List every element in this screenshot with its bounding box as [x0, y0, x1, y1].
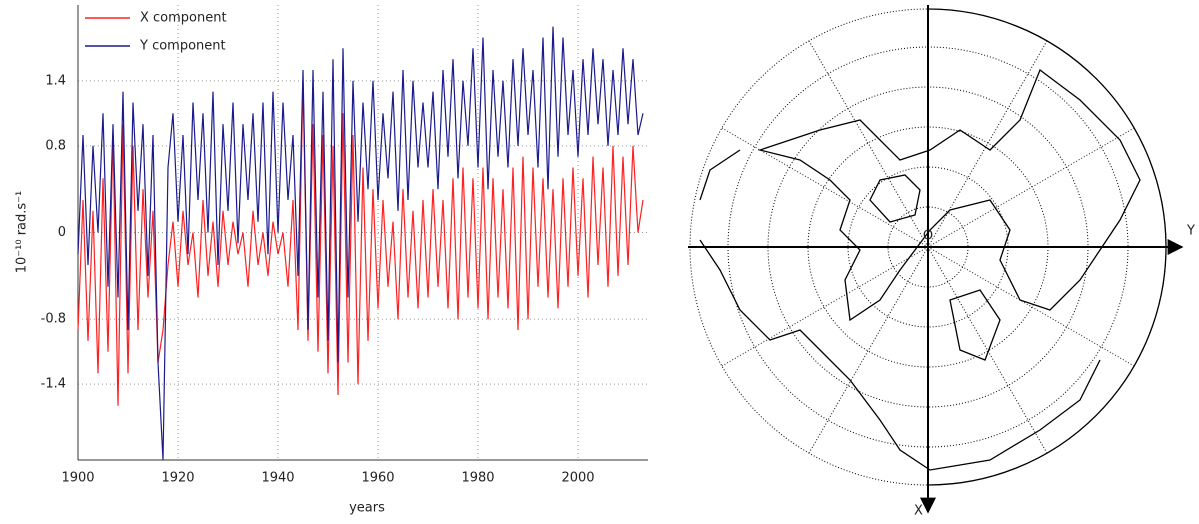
x-tick-label: 1900	[61, 471, 94, 486]
x-tick-label: 1980	[461, 471, 494, 486]
map-origin-label: O	[923, 229, 933, 244]
data-line	[77, 80, 644, 406]
map	[688, 5, 1184, 514]
meridian	[927, 246, 1135, 367]
x-axis-label: years	[349, 501, 385, 516]
meridian	[927, 127, 1135, 248]
x-tick-label: 1920	[161, 471, 194, 486]
y-axis-label: 10⁻¹⁰ rad.s⁻¹	[15, 191, 30, 274]
map-x-label: X	[914, 504, 923, 519]
meridian	[808, 246, 929, 454]
meridian	[721, 246, 929, 367]
legend-label: X component	[140, 11, 227, 26]
x-tick-label: 1940	[261, 471, 294, 486]
data-line	[77, 26, 644, 461]
map-y-label: Y	[1186, 224, 1195, 239]
meridian	[927, 246, 1048, 454]
meridian	[721, 127, 929, 248]
y-tick-label: -0.8	[41, 312, 66, 327]
meridian	[927, 40, 1048, 248]
y-tick-label: -1.4	[41, 377, 66, 392]
y-tick-label: 1.4	[45, 73, 66, 88]
meridian	[808, 40, 929, 248]
y-tick-label: 0.8	[45, 138, 66, 153]
legend-label: Y component	[139, 39, 226, 54]
x-tick-label: 1960	[361, 471, 394, 486]
x-tick-label: 2000	[561, 471, 594, 486]
y-tick-label: 0	[58, 225, 66, 240]
